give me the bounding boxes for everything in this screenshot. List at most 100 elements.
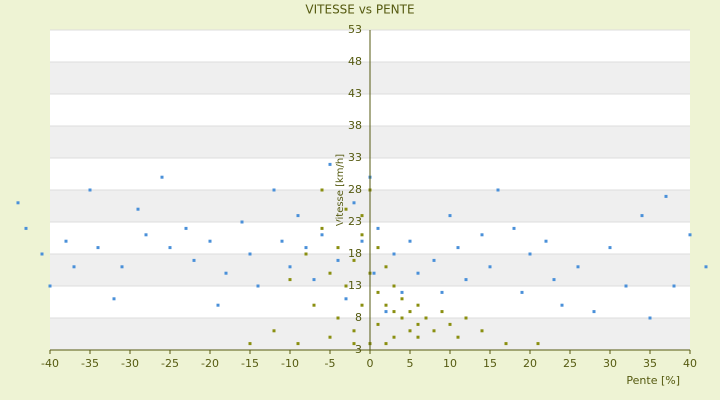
point: [448, 214, 452, 218]
point: [376, 290, 380, 294]
point: [112, 297, 116, 301]
point: [248, 252, 252, 256]
point: [360, 214, 364, 218]
point: [384, 310, 388, 314]
x-tick-label: -10: [281, 357, 299, 370]
point: [328, 271, 332, 275]
x-tick-label: -20: [201, 357, 219, 370]
y-tick-label: 8: [355, 311, 362, 324]
point: [320, 233, 324, 237]
point: [328, 335, 332, 339]
point: [376, 322, 380, 326]
point: [96, 246, 100, 250]
point: [392, 284, 396, 288]
point: [560, 303, 564, 307]
x-tick-label: 20: [523, 357, 537, 370]
y-tick-label: 43: [348, 87, 362, 100]
x-tick-label: -25: [161, 357, 179, 370]
point: [288, 278, 292, 282]
x-tick-label: -40: [41, 357, 59, 370]
point: [240, 220, 244, 224]
point: [400, 297, 404, 301]
point: [432, 258, 436, 262]
point: [16, 201, 20, 205]
point: [400, 316, 404, 320]
point: [336, 246, 340, 250]
y-tick-label: 3: [355, 343, 362, 356]
point: [344, 284, 348, 288]
x-tick-label: 30: [603, 357, 617, 370]
point: [648, 316, 652, 320]
point: [456, 246, 460, 250]
point: [576, 265, 580, 269]
point: [160, 175, 164, 179]
x-tick-label: -5: [325, 357, 336, 370]
point: [376, 246, 380, 250]
x-tick-label: 35: [643, 357, 657, 370]
point: [40, 252, 44, 256]
chart-title: VITESSE vs PENTE: [305, 3, 414, 17]
point: [376, 226, 380, 230]
y-tick-label: 28: [348, 183, 362, 196]
point: [448, 322, 452, 326]
y-tick-label: 18: [348, 247, 362, 260]
point: [416, 303, 420, 307]
point: [64, 239, 68, 243]
point: [344, 207, 348, 211]
point: [304, 252, 308, 256]
point: [592, 310, 596, 314]
point: [416, 335, 420, 339]
point: [216, 303, 220, 307]
point: [664, 194, 668, 198]
x-tick-label: -35: [81, 357, 99, 370]
point: [392, 310, 396, 314]
point: [272, 329, 276, 333]
point: [208, 239, 212, 243]
point: [296, 214, 300, 218]
point: [440, 290, 444, 294]
point: [408, 239, 412, 243]
point: [416, 322, 420, 326]
point: [480, 329, 484, 333]
point: [384, 342, 388, 346]
point: [288, 265, 292, 269]
point: [328, 162, 332, 166]
point: [120, 265, 124, 269]
point: [248, 342, 252, 346]
point: [352, 329, 356, 333]
point: [360, 239, 364, 243]
y-tick-label: 53: [348, 23, 362, 36]
y-tick-label: 23: [348, 215, 362, 228]
point: [272, 188, 276, 192]
point: [624, 284, 628, 288]
point: [24, 226, 28, 230]
x-tick-label: -30: [121, 357, 139, 370]
point: [352, 342, 356, 346]
point: [416, 271, 420, 275]
y-tick-label: 38: [348, 119, 362, 132]
point: [304, 246, 308, 250]
point: [168, 246, 172, 250]
point: [520, 290, 524, 294]
point: [392, 335, 396, 339]
point: [480, 233, 484, 237]
point: [72, 265, 76, 269]
point: [280, 239, 284, 243]
x-tick-label: 40: [683, 357, 697, 370]
point: [312, 278, 316, 282]
point: [344, 297, 348, 301]
point: [536, 342, 540, 346]
point: [672, 284, 676, 288]
point: [552, 278, 556, 282]
point: [408, 310, 412, 314]
point: [392, 252, 396, 256]
point: [400, 290, 404, 294]
point: [704, 265, 708, 269]
point: [352, 258, 356, 262]
x-axis-label: Pente [%]: [626, 374, 680, 387]
point: [456, 335, 460, 339]
point: [424, 316, 428, 320]
point: [360, 233, 364, 237]
point: [512, 226, 516, 230]
